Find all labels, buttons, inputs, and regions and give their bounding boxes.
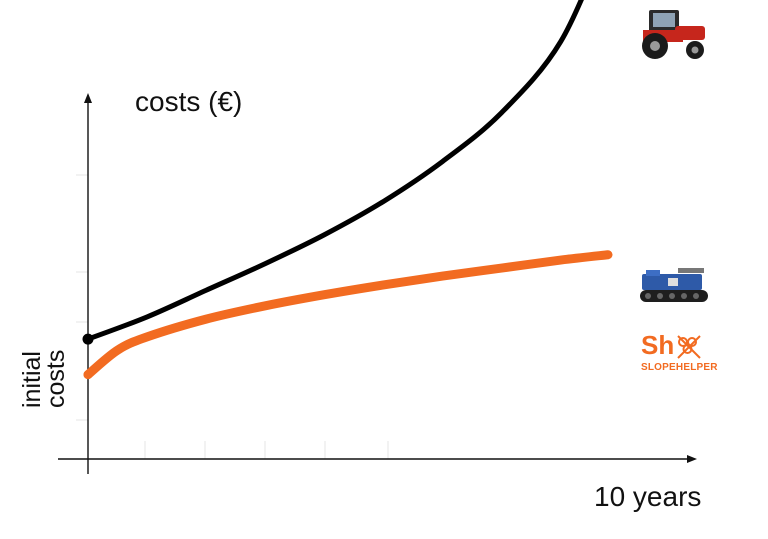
x-axis-arrow [687, 455, 697, 463]
y-axis-label: costs (€) [135, 86, 243, 117]
slopehelper-logo-text: SLOPEHELPER [641, 362, 718, 373]
initial-costs-line-1: initial [18, 351, 46, 408]
series-start-point-1 [83, 370, 93, 380]
initial-costs-label: initial costs [18, 349, 70, 408]
tracked-vehicle-icon [640, 268, 708, 302]
series-start-point-0 [82, 333, 94, 345]
tractor-icon [642, 10, 705, 59]
y-axis-arrow [84, 93, 92, 103]
series-line-1 [83, 250, 613, 380]
slopehelper-logo-mark: Sh [641, 330, 675, 360]
series-line-0 [85, 0, 584, 342]
x-axis-label: 10 years [594, 481, 702, 512]
grape-icon [677, 335, 701, 359]
initial-costs-line-2: costs [42, 349, 70, 408]
